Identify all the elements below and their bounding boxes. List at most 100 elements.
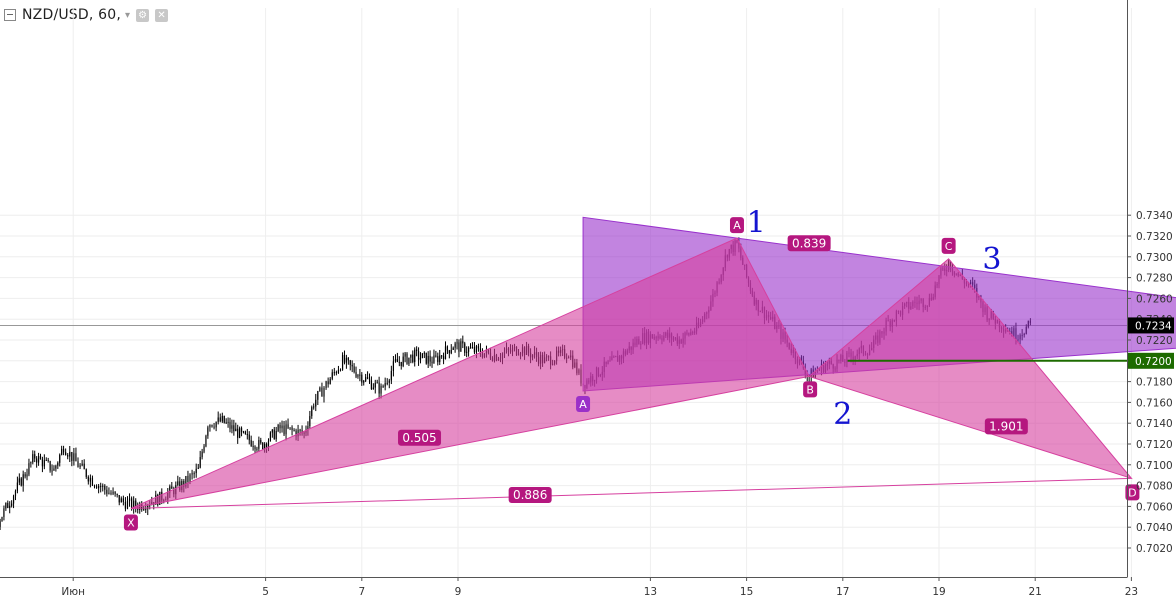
candle-body bbox=[435, 355, 437, 357]
candle-body bbox=[417, 351, 420, 360]
candle-body bbox=[102, 485, 104, 487]
candle-body bbox=[242, 431, 245, 433]
close-icon[interactable]: ✕ bbox=[155, 8, 169, 22]
candle-body bbox=[237, 428, 239, 438]
candle-body bbox=[81, 463, 83, 466]
candle-body bbox=[34, 454, 36, 459]
gear-icon[interactable]: ⚙ bbox=[136, 8, 150, 22]
y-tick-label: 0.7100 bbox=[1136, 460, 1173, 472]
candle-body bbox=[319, 387, 321, 392]
candle-body bbox=[368, 378, 371, 381]
candle-body bbox=[315, 399, 317, 407]
candle-body bbox=[402, 356, 404, 367]
symbol-label[interactable]: NZD/USD, 60, bbox=[22, 7, 122, 23]
candle-body bbox=[331, 372, 333, 379]
x-tick-label: 17 bbox=[836, 586, 849, 598]
ratio-label-text: 0.886 bbox=[513, 488, 547, 502]
candle-body bbox=[309, 416, 311, 427]
candle-body bbox=[431, 361, 433, 364]
candle-body bbox=[187, 475, 189, 482]
candle-body bbox=[0, 521, 1, 527]
candle-body bbox=[329, 378, 331, 385]
y-tick-label: 0.7040 bbox=[1136, 522, 1173, 534]
candle-body bbox=[275, 430, 277, 440]
ratio-label: 0.839 bbox=[787, 235, 831, 252]
candle-body bbox=[361, 374, 363, 383]
candle-body bbox=[114, 491, 116, 494]
candle-body bbox=[209, 424, 211, 428]
candle-body bbox=[213, 426, 215, 428]
candle-body bbox=[233, 425, 235, 432]
candle-body bbox=[398, 361, 400, 363]
candle-body bbox=[20, 478, 22, 486]
ratio-label: 0.886 bbox=[508, 486, 552, 503]
chart-header: NZD/USD, 60, ▾ ⚙ ✕ bbox=[4, 4, 169, 26]
candle-body bbox=[221, 416, 223, 422]
candle-body bbox=[365, 377, 367, 381]
point-label-b: B bbox=[803, 381, 818, 398]
candle-body bbox=[120, 498, 122, 503]
candle-body bbox=[394, 359, 397, 362]
candle-body bbox=[85, 469, 87, 477]
candle-body bbox=[376, 382, 378, 384]
candle-body bbox=[110, 492, 112, 494]
xab-triangle bbox=[130, 237, 810, 509]
point-label-text: X bbox=[127, 516, 135, 529]
candle-body bbox=[177, 481, 179, 486]
candle-body bbox=[349, 360, 351, 365]
y-tick-label: 0.7220 bbox=[1136, 335, 1173, 347]
candle-body bbox=[7, 502, 9, 508]
candle-body bbox=[5, 502, 7, 509]
candle-body bbox=[277, 424, 279, 431]
candle-body bbox=[229, 421, 231, 429]
candle-body bbox=[380, 385, 382, 394]
candle-body bbox=[43, 460, 45, 467]
candle-body bbox=[28, 463, 30, 475]
candle-body bbox=[53, 468, 55, 471]
candle-body bbox=[61, 448, 63, 455]
candle-body bbox=[256, 448, 258, 450]
candle-body bbox=[126, 500, 129, 509]
candle-body bbox=[410, 354, 412, 358]
point-label-bg bbox=[123, 514, 138, 531]
candle-body bbox=[412, 354, 414, 362]
y-tick-label: 0.7260 bbox=[1136, 293, 1173, 305]
candle-body bbox=[291, 427, 293, 431]
candle-body bbox=[89, 477, 91, 482]
candle-body bbox=[414, 349, 416, 362]
candle-body bbox=[327, 381, 329, 385]
x-tick-label: 15 bbox=[740, 586, 753, 598]
triangle-point-label: A bbox=[576, 395, 591, 412]
y-tick-label: 0.7280 bbox=[1136, 273, 1173, 285]
candle-body bbox=[133, 500, 135, 509]
candle-body bbox=[262, 442, 264, 450]
candle-body bbox=[477, 346, 480, 349]
candle-body bbox=[337, 369, 340, 374]
candle-body bbox=[333, 372, 335, 374]
collapse-icon[interactable] bbox=[4, 9, 16, 21]
candle-body bbox=[143, 508, 145, 510]
candle-body bbox=[197, 467, 199, 469]
point-label-bg bbox=[803, 381, 818, 398]
candle-body bbox=[83, 463, 85, 470]
candle-body bbox=[3, 508, 5, 517]
candle-body bbox=[388, 380, 390, 383]
candle-body bbox=[281, 425, 283, 429]
point-label-text: B bbox=[806, 383, 814, 396]
x-tick-label: Июн bbox=[61, 586, 85, 598]
ratio-label-bg bbox=[398, 429, 442, 446]
candle-body bbox=[396, 359, 398, 363]
candle-body bbox=[41, 459, 44, 467]
ratio-label: 1.901 bbox=[984, 418, 1028, 435]
chevron-down-icon[interactable]: ▾ bbox=[125, 9, 131, 21]
candle-body bbox=[258, 440, 260, 449]
candle-body bbox=[205, 435, 207, 447]
candle-body bbox=[93, 485, 96, 487]
candle-body bbox=[65, 452, 67, 455]
candle-body bbox=[87, 476, 89, 482]
point-label-bg bbox=[1125, 484, 1140, 501]
candle-body bbox=[458, 342, 460, 352]
candle-body bbox=[464, 343, 466, 353]
